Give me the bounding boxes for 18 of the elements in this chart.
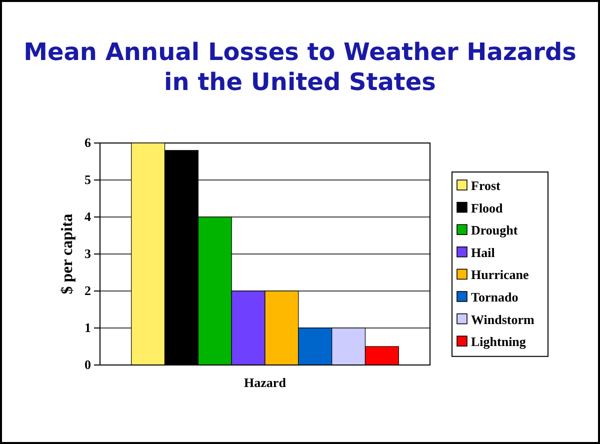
legend-label: Windstorm	[471, 312, 534, 327]
y-tick-label: 6	[84, 135, 92, 150]
legend-label: Hail	[471, 244, 496, 260]
x-axis-title: Hazard	[244, 375, 287, 390]
y-tick-label: 3	[84, 246, 92, 262]
y-tick-label: 5	[84, 172, 92, 188]
y-tick-label: 2	[84, 283, 91, 298]
legend-label: Frost	[471, 178, 502, 193]
chart-title: Mean Annual Losses to Weather Hazards in the United States	[24, 38, 576, 96]
legend-label: Tornado	[471, 290, 518, 304]
legend-label: Hurricane	[471, 267, 529, 282]
y-tick-label: 1	[84, 320, 91, 336]
legend-label: Drought	[471, 222, 518, 238]
y-tick-label: 0	[84, 357, 91, 372]
y-tick-label: 4	[84, 209, 92, 224]
y-axis-title: $ per capita	[59, 214, 76, 294]
legend-label: Lightning	[471, 334, 526, 350]
legend-label: Flood	[471, 200, 504, 216]
